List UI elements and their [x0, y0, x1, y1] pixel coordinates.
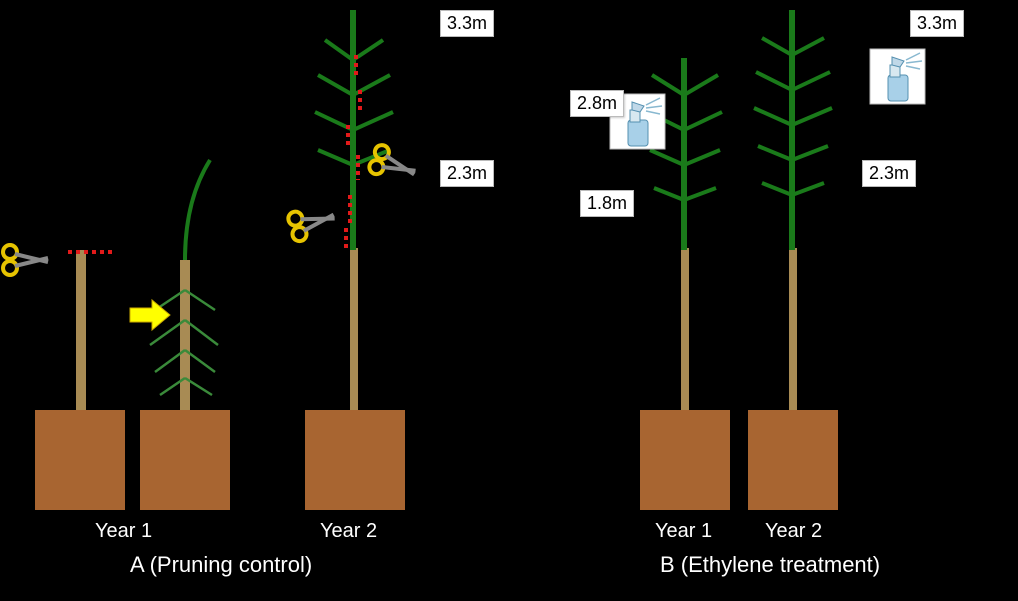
diagram-root: { "type":"infographic", "background_colo…: [0, 0, 1018, 601]
height-label: 2.8m: [570, 90, 624, 117]
panel-caption-a: A (Pruning control): [130, 552, 312, 578]
scissors-icon: [287, 202, 338, 243]
year-label: Year 1: [95, 520, 152, 543]
height-label: 1.8m: [580, 190, 634, 217]
year-label: Year 2: [765, 520, 822, 543]
height-label: 3.3m: [910, 10, 964, 37]
height-label: 2.3m: [862, 160, 916, 187]
scissors-icon: [3, 245, 48, 275]
panel-caption-b: B (Ethylene treatment): [660, 552, 880, 578]
overlay-svg: [0, 0, 1018, 601]
scissors-icon: [367, 143, 420, 187]
spray-icon: [870, 49, 925, 104]
year-label: Year 1: [655, 520, 712, 543]
height-label: 3.3m: [440, 10, 494, 37]
year-label: Year 2: [320, 520, 377, 543]
height-label: 2.3m: [440, 160, 494, 187]
